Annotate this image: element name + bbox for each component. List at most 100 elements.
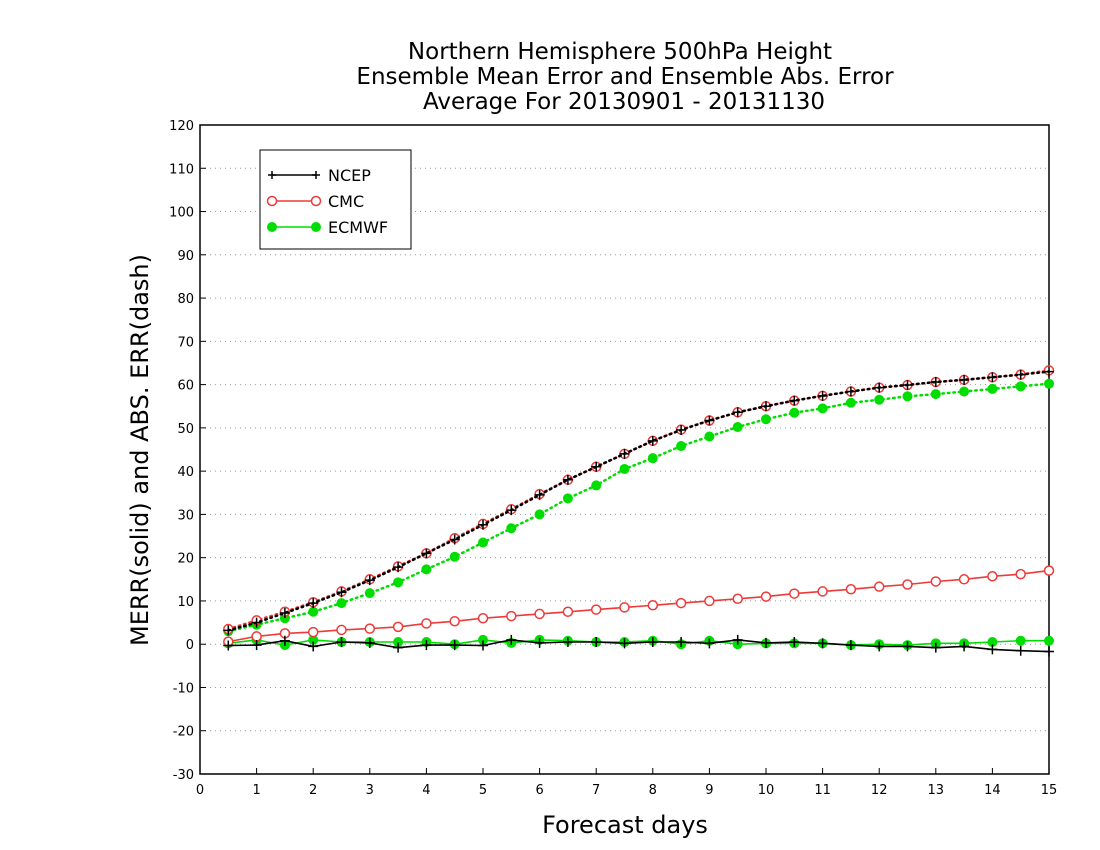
- data-point: [1015, 635, 1026, 646]
- data-point: [506, 634, 517, 645]
- data-point: [647, 637, 658, 648]
- data-point: [251, 631, 262, 642]
- data-point: [392, 621, 404, 633]
- legend-label-cmc: CMC: [328, 192, 364, 211]
- data-point: [478, 537, 488, 548]
- data-point: [647, 600, 659, 611]
- series-ncep-mean-error: [223, 634, 1054, 657]
- data-point: [675, 597, 687, 609]
- data-point: [506, 523, 517, 534]
- data-point: [959, 374, 970, 385]
- y-tick-label: 50: [177, 422, 194, 437]
- data-point: [930, 642, 941, 653]
- series-cmc-abs-error: [223, 365, 1055, 635]
- data-point: [930, 576, 942, 587]
- series-ecmwf-abs-error: [223, 378, 1054, 637]
- x-tick-label: 12: [871, 783, 888, 798]
- data-point: [817, 586, 828, 597]
- data-point: [676, 425, 687, 436]
- data-point: [1044, 635, 1054, 646]
- plus-marker-icon: [268, 171, 320, 179]
- data-point: [534, 637, 545, 648]
- data-point: [506, 505, 517, 516]
- data-point: [761, 401, 771, 412]
- data-point: [591, 637, 602, 648]
- data-point: [364, 575, 375, 586]
- data-point: [704, 431, 715, 442]
- chart-title-line-1: Northern Hemisphere 500hPa Height: [408, 39, 832, 65]
- data-point: [308, 634, 319, 645]
- series-layer: [223, 365, 1055, 657]
- data-point: [223, 640, 234, 651]
- legend: NCEP CMC ECMWF: [259, 149, 412, 250]
- x-tick-label: 14: [984, 783, 1001, 798]
- data-point: [761, 637, 771, 648]
- legend-entry-cmc: CMC: [266, 192, 364, 211]
- y-tick-label: 40: [177, 465, 194, 480]
- data-point: [930, 377, 941, 388]
- open-circle-marker-icon: [310, 195, 322, 207]
- data-point: [619, 638, 630, 649]
- data-point: [534, 608, 545, 620]
- x-tick-label: 9: [705, 783, 713, 798]
- data-point: [393, 642, 404, 653]
- data-point: [562, 606, 574, 617]
- data-point: [421, 564, 432, 575]
- data-point: [958, 574, 970, 585]
- data-point: [845, 640, 856, 651]
- data-point: [619, 448, 630, 459]
- legend-label-ecmwf: ECMWF: [328, 218, 388, 237]
- series-line: [228, 569, 1050, 643]
- data-point: [591, 480, 602, 491]
- series-cmc-mean-error: [223, 565, 1055, 647]
- x-tick-label: 13: [928, 783, 945, 798]
- data-point: [874, 394, 885, 405]
- data-point: [393, 577, 404, 588]
- y-tick-label: -30: [173, 768, 194, 783]
- data-point: [619, 463, 630, 474]
- series-line: [227, 369, 1051, 631]
- filled-circle-marker-icon: [311, 222, 321, 232]
- x-axis-title: Forecast days: [542, 811, 708, 839]
- data-point: [902, 579, 913, 590]
- data-point: [534, 509, 545, 520]
- x-tick-label: 11: [814, 783, 831, 798]
- data-point: [590, 604, 602, 615]
- data-point: [817, 638, 828, 649]
- data-point: [647, 453, 658, 464]
- x-tick-label: 5: [479, 783, 487, 798]
- data-point: [874, 641, 885, 652]
- data-point: [449, 640, 460, 651]
- data-point: [761, 414, 771, 425]
- data-point: [845, 397, 856, 408]
- data-point: [789, 588, 800, 599]
- data-point: [534, 489, 545, 500]
- open-circle-marker-icon: [266, 195, 278, 207]
- data-point: [704, 595, 715, 607]
- data-point: [676, 637, 687, 648]
- x-tick-label: 10: [758, 783, 775, 798]
- y-tick-label: 10: [177, 595, 194, 610]
- data-point: [421, 640, 432, 651]
- data-point: [987, 644, 998, 655]
- data-point: [308, 598, 319, 609]
- legend-entry-ecmwf: ECMWF: [267, 218, 388, 237]
- x-tick-label: 3: [366, 783, 374, 798]
- data-point: [732, 593, 743, 605]
- data-point: [987, 372, 998, 383]
- data-point: [364, 623, 376, 634]
- data-point: [760, 591, 772, 602]
- y-tick-label: 60: [177, 379, 194, 394]
- data-point: [421, 618, 432, 629]
- y-axis-title: MERR(solid) and ABS. ERR(dash): [126, 254, 154, 646]
- data-point: [421, 548, 432, 559]
- data-point: [279, 608, 290, 619]
- data-point: [1015, 381, 1026, 392]
- data-point: [619, 602, 630, 613]
- y-tick-label: 70: [177, 335, 194, 350]
- data-point: [959, 641, 970, 652]
- data-point: [987, 637, 998, 648]
- data-point: [364, 637, 375, 648]
- data-point: [1015, 369, 1026, 380]
